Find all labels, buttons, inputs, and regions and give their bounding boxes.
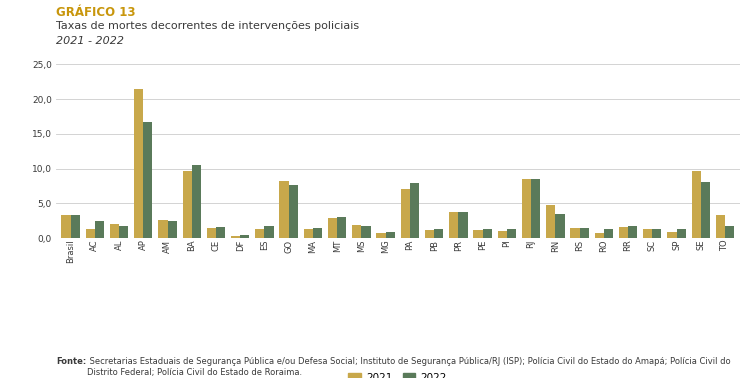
- Bar: [400, 189, 410, 238]
- Bar: [595, 233, 604, 238]
- Bar: [241, 235, 249, 238]
- Bar: [134, 88, 143, 238]
- Bar: [483, 229, 492, 238]
- Bar: [571, 228, 580, 238]
- Bar: [725, 226, 734, 238]
- Bar: [192, 165, 201, 238]
- Bar: [255, 229, 264, 238]
- Bar: [158, 220, 167, 238]
- Bar: [604, 229, 613, 238]
- Bar: [701, 183, 710, 238]
- Bar: [555, 214, 565, 238]
- Bar: [328, 218, 337, 238]
- Bar: [353, 225, 362, 238]
- Bar: [449, 212, 459, 238]
- Bar: [216, 227, 225, 238]
- Text: Fonte:: Fonte:: [56, 357, 86, 366]
- Bar: [643, 229, 652, 238]
- Bar: [667, 232, 677, 238]
- Bar: [337, 217, 347, 238]
- Bar: [313, 228, 322, 238]
- Text: Secretarias Estaduais de Segurança Pública e/ou Defesa Social; Instituto de Segu: Secretarias Estaduais de Segurança Públi…: [87, 357, 731, 376]
- Bar: [716, 215, 725, 238]
- Bar: [207, 228, 216, 238]
- Text: GRÁFICO 13: GRÁFICO 13: [56, 6, 135, 19]
- Bar: [167, 221, 177, 238]
- Bar: [619, 227, 628, 238]
- Bar: [70, 215, 80, 238]
- Bar: [86, 229, 95, 238]
- Bar: [182, 171, 192, 238]
- Bar: [474, 230, 483, 238]
- Bar: [580, 228, 589, 238]
- Bar: [279, 181, 288, 238]
- Text: 2021 - 2022: 2021 - 2022: [56, 36, 124, 46]
- Bar: [692, 171, 701, 238]
- Bar: [110, 224, 119, 238]
- Legend: 2021, 2022: 2021, 2022: [344, 369, 451, 378]
- Bar: [507, 229, 516, 238]
- Bar: [362, 226, 371, 238]
- Bar: [425, 230, 434, 238]
- Bar: [498, 231, 507, 238]
- Text: Taxas de mortes decorrentes de intervenções policiais: Taxas de mortes decorrentes de intervenç…: [56, 21, 359, 31]
- Bar: [119, 226, 128, 238]
- Bar: [522, 179, 531, 238]
- Bar: [143, 122, 152, 238]
- Bar: [531, 179, 540, 238]
- Bar: [385, 232, 395, 238]
- Bar: [677, 229, 686, 238]
- Bar: [459, 212, 468, 238]
- Bar: [628, 226, 637, 238]
- Bar: [288, 184, 298, 238]
- Bar: [652, 229, 662, 238]
- Bar: [376, 233, 385, 238]
- Bar: [95, 222, 104, 238]
- Bar: [264, 226, 273, 238]
- Bar: [304, 229, 313, 238]
- Bar: [61, 215, 70, 238]
- Bar: [434, 229, 443, 238]
- Bar: [231, 236, 241, 238]
- Bar: [546, 206, 555, 238]
- Bar: [410, 183, 419, 238]
